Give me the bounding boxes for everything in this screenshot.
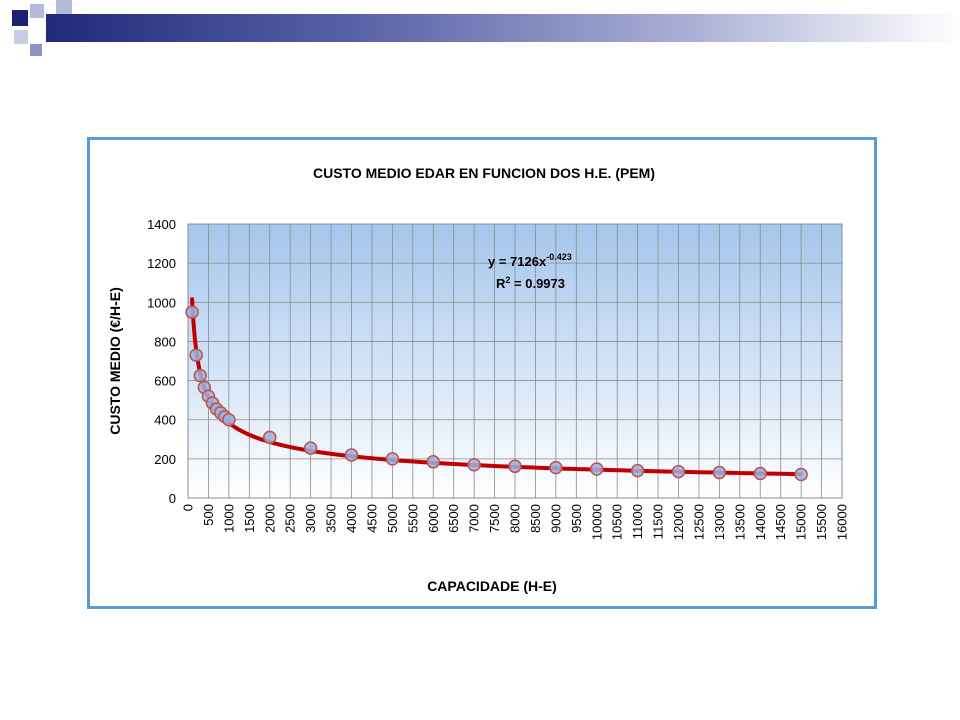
x-tick-label: 1000 [221,504,236,533]
x-tick-label: 3000 [303,504,318,533]
y-tick-label: 400 [154,413,176,428]
data-point [630,463,645,478]
data-point [671,464,686,479]
data-point [344,448,359,462]
x-tick-label: 13000 [712,504,727,540]
x-tick-label: 7500 [487,504,502,533]
data-point [467,457,481,472]
y-tick-label: 800 [154,334,176,349]
x-tick-label: 2500 [283,504,298,533]
data-point [303,441,318,455]
data-point [426,455,440,469]
y-tick-label: 1000 [147,295,176,310]
x-tick-label: 5500 [405,504,420,533]
x-axis-label: CAPACIDADE (H-E) [427,578,557,594]
data-point [222,412,236,427]
data-point [185,305,199,319]
slide-header-bar [46,14,960,42]
chart-title: CUSTO MEDIO EDAR EN FUNCION DOS H.E. (PE… [313,165,655,181]
x-tick-label: 2000 [262,504,277,533]
slide-corner-square-pale [14,30,28,44]
x-tick-label: 8500 [528,504,543,533]
x-tick-label: 6000 [426,504,441,533]
data-point [549,460,563,475]
x-tick-label: 12500 [691,504,706,540]
x-tick-label: 8000 [508,504,523,533]
x-tick-label: 16000 [835,504,850,540]
data-point [385,452,400,466]
x-tick-label: 7000 [467,504,482,533]
data-point [794,467,808,482]
x-tick-label: 15000 [794,504,809,540]
data-point [189,348,203,362]
slide-corner-square-light [30,4,44,18]
data-point [712,465,727,480]
r-squared-label: R2 = 0.9973 [496,275,565,291]
x-tick-label: 4000 [344,504,359,533]
chart: CUSTO MEDIO EDAR EN FUNCION DOS H.E. (PE… [107,165,850,594]
x-tick-label: 12000 [671,504,686,540]
x-tick-label: 4500 [364,504,379,533]
data-point [590,462,604,476]
x-tick-label: 15500 [814,504,829,540]
x-tick-label: 0 [181,504,196,511]
x-tick-label: 9500 [569,504,584,533]
x-tick-label: 13500 [732,504,747,540]
y-tick-label: 1400 [147,217,176,232]
x-tick-label: 6500 [446,504,461,533]
x-tick-label: 14000 [753,504,768,540]
x-tick-labels: 0 500 1000 1500 2000 2500 3000 3500 4000 4500 5000… [181,504,850,540]
data-point [508,459,522,474]
y-tick-label: 600 [154,374,176,389]
data-point [263,430,277,445]
x-tick-label: 1500 [242,504,257,533]
data-point [193,368,208,383]
slide-corner-square-small [30,44,42,56]
x-tick-label: 11000 [630,504,645,539]
trendline-equation: y = 7126x-0.423 [488,252,572,269]
slide-corner-square-large [12,10,28,26]
x-tick-label: 14500 [773,504,788,540]
y-tick-label: 0 [169,491,176,506]
x-tick-label: 11500 [651,504,666,539]
x-tick-label: 10000 [589,504,604,540]
data-point [753,466,767,481]
x-tick-label: 5000 [385,504,400,533]
x-tick-label: 3500 [324,504,339,533]
y-tick-labels: 0 200 400 600 800 1000 1200 1400 [147,217,176,506]
x-tick-label: 500 [201,504,216,526]
data-points [185,305,808,482]
x-tick-label: 10500 [610,504,625,540]
y-tick-label: 1200 [147,256,176,271]
y-tick-label: 200 [154,452,176,467]
y-axis-label: CUSTO MEDIO (€/H-E) [107,287,123,435]
chart-frame: CUSTO MEDIO EDAR EN FUNCION DOS H.E. (PE… [87,137,877,609]
x-tick-label: 9000 [548,504,563,533]
